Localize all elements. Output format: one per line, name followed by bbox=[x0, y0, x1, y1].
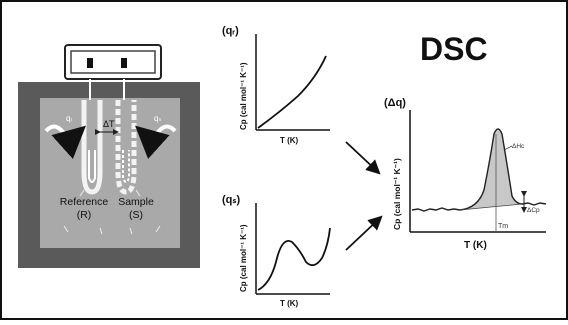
dq-x-label: T (K) bbox=[464, 240, 487, 251]
dq-curve bbox=[411, 128, 547, 212]
qs-to-dq-arrow bbox=[345, 215, 383, 251]
qs-chart-title: (qₛ) bbox=[222, 194, 240, 206]
instrument-display bbox=[70, 50, 156, 74]
qr-to-dq-arrow bbox=[345, 141, 381, 175]
dq-baseline bbox=[459, 203, 523, 211]
dq-chart: (Δq) Tm ΔHc ΔCp Cp (cal mol⁻¹ K⁻¹) T (K) bbox=[384, 97, 547, 251]
reference-terminal bbox=[87, 58, 93, 68]
dq-y-label: Cp (cal mol⁻¹ K⁻¹) bbox=[392, 158, 402, 230]
dq-chart-title: (Δq) bbox=[384, 97, 406, 109]
heat-flow-right-label: qₛ bbox=[154, 114, 161, 123]
dq-peak-annotation: ΔHc bbox=[512, 143, 525, 150]
sample-symbol: (S) bbox=[129, 209, 143, 221]
qr-chart-title: (qᵣ) bbox=[222, 25, 239, 37]
heat-flow-left-arrow bbox=[44, 124, 86, 159]
sample-terminal bbox=[121, 58, 127, 68]
sample-tube bbox=[115, 100, 137, 195]
reference-label: Reference bbox=[60, 196, 109, 208]
delta-t-label: ΔT bbox=[103, 119, 115, 129]
qs-chart: (qₛ) Cp (cal mol⁻¹ K⁻¹) T (K) bbox=[222, 194, 331, 308]
qs-y-label: Cp (cal mol⁻¹ K⁻¹) bbox=[239, 224, 248, 292]
dsc-cell: ΔT qᵣ qₛ Reference (R) Sample (S) bbox=[18, 44, 200, 268]
qr-x-label: T (K) bbox=[280, 136, 299, 145]
qr-y-label: Cp (cal mol⁻¹ K⁻¹) bbox=[239, 62, 248, 130]
qr-curve bbox=[257, 55, 327, 129]
dsc-title: DSC bbox=[420, 31, 488, 67]
reference-symbol: (R) bbox=[77, 209, 92, 221]
dq-peak-area bbox=[460, 129, 522, 210]
heat-ticks bbox=[63, 189, 161, 235]
reference-tube bbox=[81, 100, 103, 195]
furnace-inner bbox=[40, 98, 180, 248]
heat-flow-left-label: qᵣ bbox=[66, 114, 72, 123]
qs-curve bbox=[257, 227, 331, 291]
heat-flow-right-arrow bbox=[135, 124, 177, 159]
sample-label: Sample bbox=[118, 196, 154, 208]
qs-x-label: T (K) bbox=[280, 299, 299, 308]
dq-tm-label: Tm bbox=[498, 223, 508, 230]
qr-chart: (qᵣ) Cp (cal mol⁻¹ K⁻¹) T (K) bbox=[222, 25, 330, 145]
dq-shift-annotation: ΔCp bbox=[527, 207, 540, 214]
